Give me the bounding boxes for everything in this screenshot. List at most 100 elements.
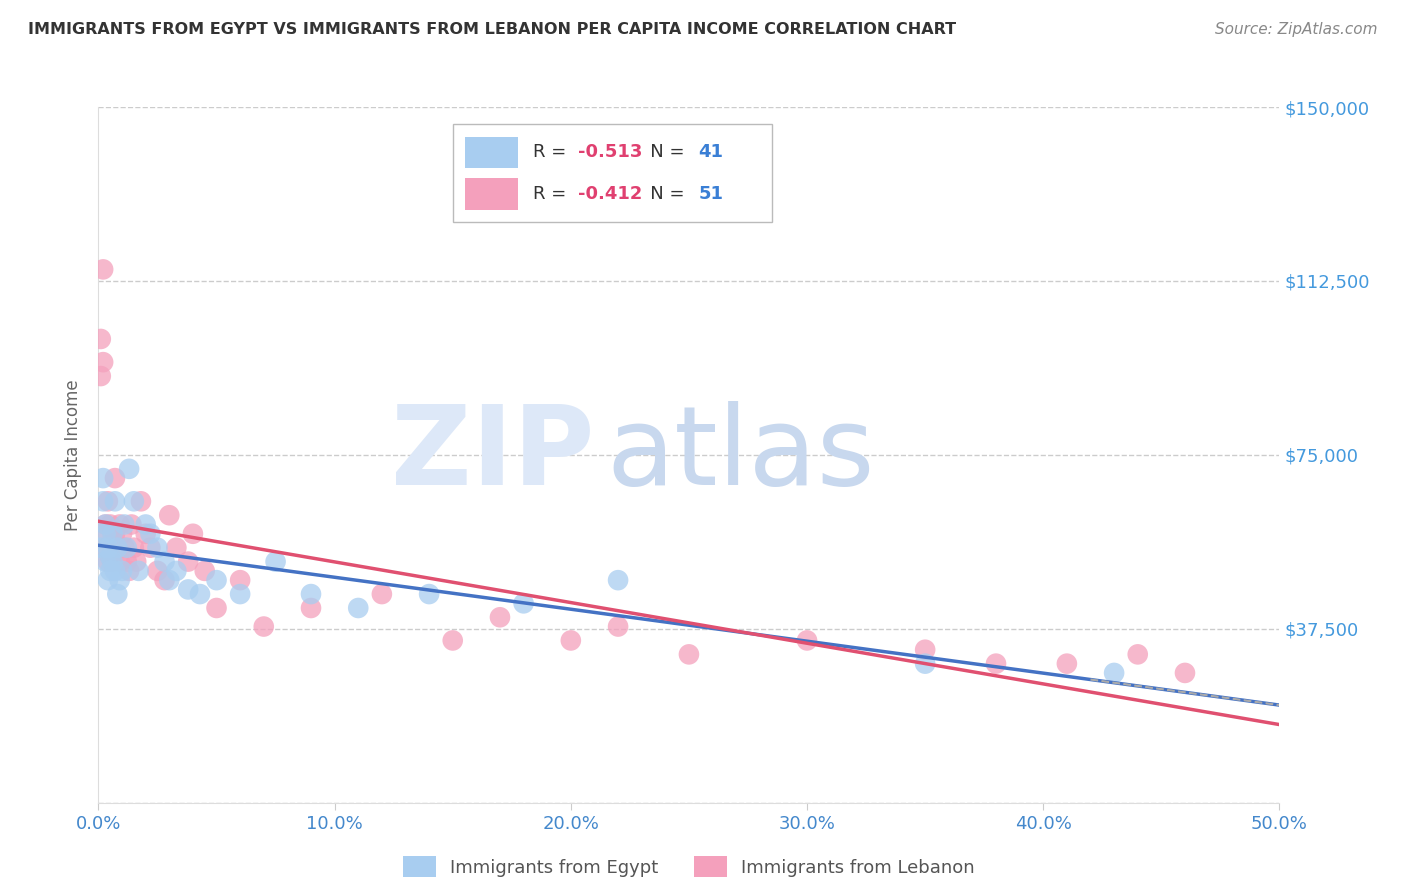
Text: Source: ZipAtlas.com: Source: ZipAtlas.com (1215, 22, 1378, 37)
Text: -0.513: -0.513 (578, 144, 643, 161)
Point (94, 526, 117, 541)
Point (188, 587, 211, 601)
Point (1102, 665, 1125, 680)
Point (128, 564, 150, 578)
Point (157, 573, 180, 587)
Point (104, 564, 127, 578)
Point (101, 555, 124, 569)
FancyBboxPatch shape (464, 178, 517, 210)
Point (299, 587, 322, 601)
Point (796, 633, 818, 648)
Point (91, 355, 114, 369)
Point (118, 564, 141, 578)
Point (104, 526, 127, 541)
Point (512, 596, 534, 610)
FancyBboxPatch shape (453, 124, 772, 222)
Point (418, 587, 440, 601)
Point (101, 526, 124, 541)
Point (205, 573, 228, 587)
Point (122, 494, 145, 508)
Point (139, 541, 162, 555)
Point (94, 517, 117, 532)
Point (253, 619, 276, 633)
Point (112, 541, 135, 555)
Point (118, 462, 141, 476)
Point (165, 564, 187, 578)
Point (91, 494, 114, 508)
Point (914, 642, 936, 657)
Point (229, 587, 252, 601)
Point (97, 573, 120, 587)
Point (229, 573, 252, 587)
Point (98, 564, 121, 578)
Point (678, 648, 700, 662)
Point (97, 555, 120, 569)
Point (299, 601, 322, 615)
Point (91, 262, 114, 277)
Point (98, 549, 121, 564)
Point (111, 526, 134, 541)
Point (264, 555, 287, 569)
Point (125, 555, 148, 569)
Point (181, 526, 204, 541)
Text: 51: 51 (699, 185, 724, 203)
Point (94, 541, 117, 555)
Point (112, 517, 135, 532)
Point (914, 657, 936, 671)
Point (560, 633, 582, 648)
Point (115, 541, 138, 555)
Point (105, 541, 128, 555)
Text: N =: N = (634, 185, 690, 203)
Point (607, 619, 630, 633)
Point (129, 494, 152, 508)
Point (94, 517, 117, 532)
Point (194, 564, 217, 578)
Point (157, 508, 180, 523)
Point (97, 526, 120, 541)
Point (97, 541, 120, 555)
Text: 41: 41 (699, 144, 724, 161)
Point (153, 555, 176, 569)
Point (98, 517, 121, 532)
Legend: Immigrants from Egypt, Immigrants from Lebanon: Immigrants from Egypt, Immigrants from L… (395, 849, 983, 884)
Text: IMMIGRANTS FROM EGYPT VS IMMIGRANTS FROM LEBANON PER CAPITA INCOME CORRELATION C: IMMIGRANTS FROM EGYPT VS IMMIGRANTS FROM… (28, 22, 956, 37)
Point (1126, 648, 1149, 662)
Point (146, 541, 169, 555)
Point (90, 332, 112, 346)
Point (165, 541, 187, 555)
Y-axis label: Per Capita Income: Per Capita Income (65, 379, 83, 531)
Point (441, 633, 464, 648)
Point (122, 541, 145, 555)
FancyBboxPatch shape (464, 136, 517, 168)
Point (94, 555, 117, 569)
Text: R =: R = (533, 185, 572, 203)
Point (108, 573, 131, 587)
Point (105, 541, 128, 555)
Point (177, 582, 200, 597)
Point (98, 549, 121, 564)
Point (984, 657, 1007, 671)
Point (90, 369, 112, 384)
Point (101, 555, 124, 569)
Text: atlas: atlas (606, 401, 875, 508)
Text: R =: R = (533, 144, 572, 161)
Text: -0.412: -0.412 (578, 185, 643, 203)
Point (371, 587, 394, 601)
Point (1056, 657, 1078, 671)
Point (90, 541, 112, 555)
Point (121, 517, 143, 532)
Point (607, 573, 630, 587)
Point (146, 564, 169, 578)
Point (139, 526, 162, 541)
Point (135, 526, 157, 541)
Text: N =: N = (634, 144, 690, 161)
Point (1174, 665, 1197, 680)
Point (104, 471, 127, 485)
Point (205, 601, 228, 615)
Point (115, 555, 138, 569)
Point (104, 494, 127, 508)
Point (153, 573, 176, 587)
Text: ZIP: ZIP (391, 401, 595, 508)
Point (108, 517, 131, 532)
Point (111, 564, 134, 578)
